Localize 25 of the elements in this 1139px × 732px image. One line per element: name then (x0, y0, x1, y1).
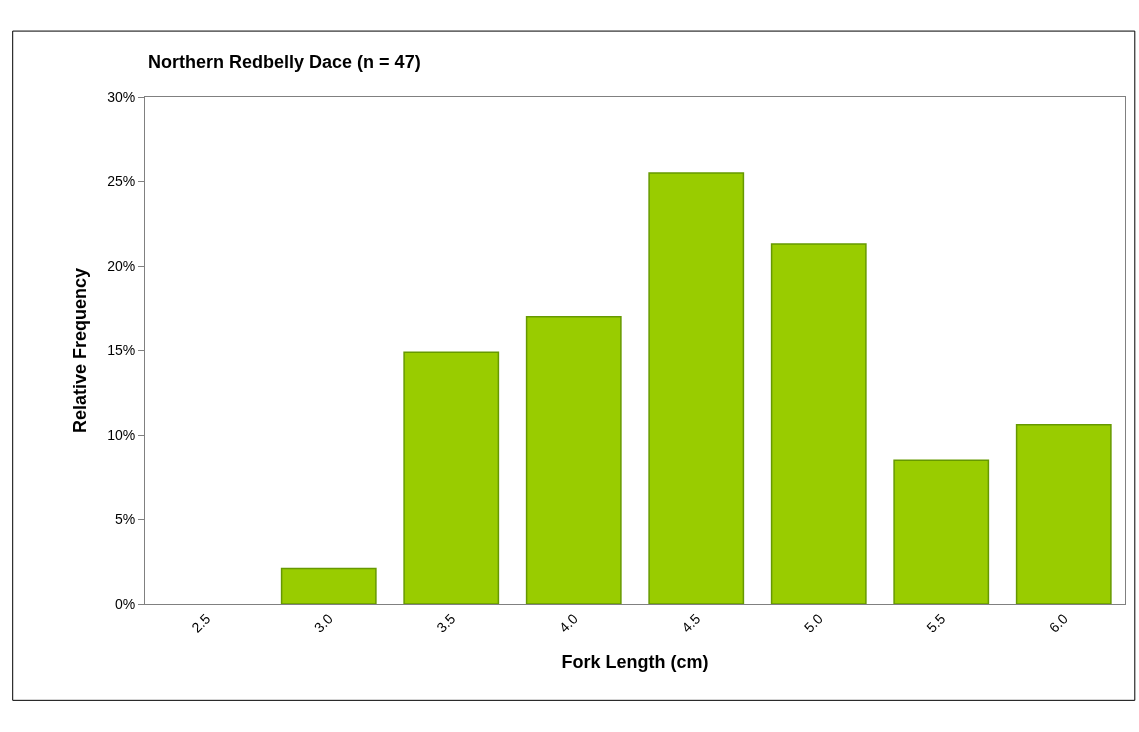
bar (648, 172, 745, 604)
bar (1015, 424, 1112, 604)
x-axis-title: Fork Length (cm) (561, 651, 709, 672)
x-tick-label: 4.5 (678, 610, 704, 636)
x-tick-label: 4.0 (555, 610, 581, 636)
chart-title: Northern Redbelly Dace (n = 47) (148, 51, 421, 72)
y-axis-title: Relative Frequency (70, 267, 91, 434)
x-tick-label: 6.0 (1045, 610, 1071, 636)
y-tick-label: 0% (114, 595, 136, 612)
bar (525, 315, 622, 604)
y-tick-label: 15% (107, 342, 136, 359)
x-tick-label: 5.0 (800, 610, 826, 636)
y-tick-label: 20% (107, 257, 136, 274)
y-tick-label: 25% (107, 173, 136, 190)
y-tick-label: 10% (107, 426, 136, 443)
y-tick-label: 30% (107, 88, 136, 105)
x-tick-label: 5.5 (923, 610, 949, 636)
y-tick-label: 5% (114, 511, 136, 528)
x-tick-label: 3.5 (433, 610, 459, 636)
bar (280, 567, 377, 604)
bar (403, 351, 500, 604)
bar (770, 243, 867, 604)
x-tick-label: 3.0 (310, 610, 336, 636)
x-tick-label: 2.5 (188, 610, 214, 636)
bar (893, 459, 990, 604)
